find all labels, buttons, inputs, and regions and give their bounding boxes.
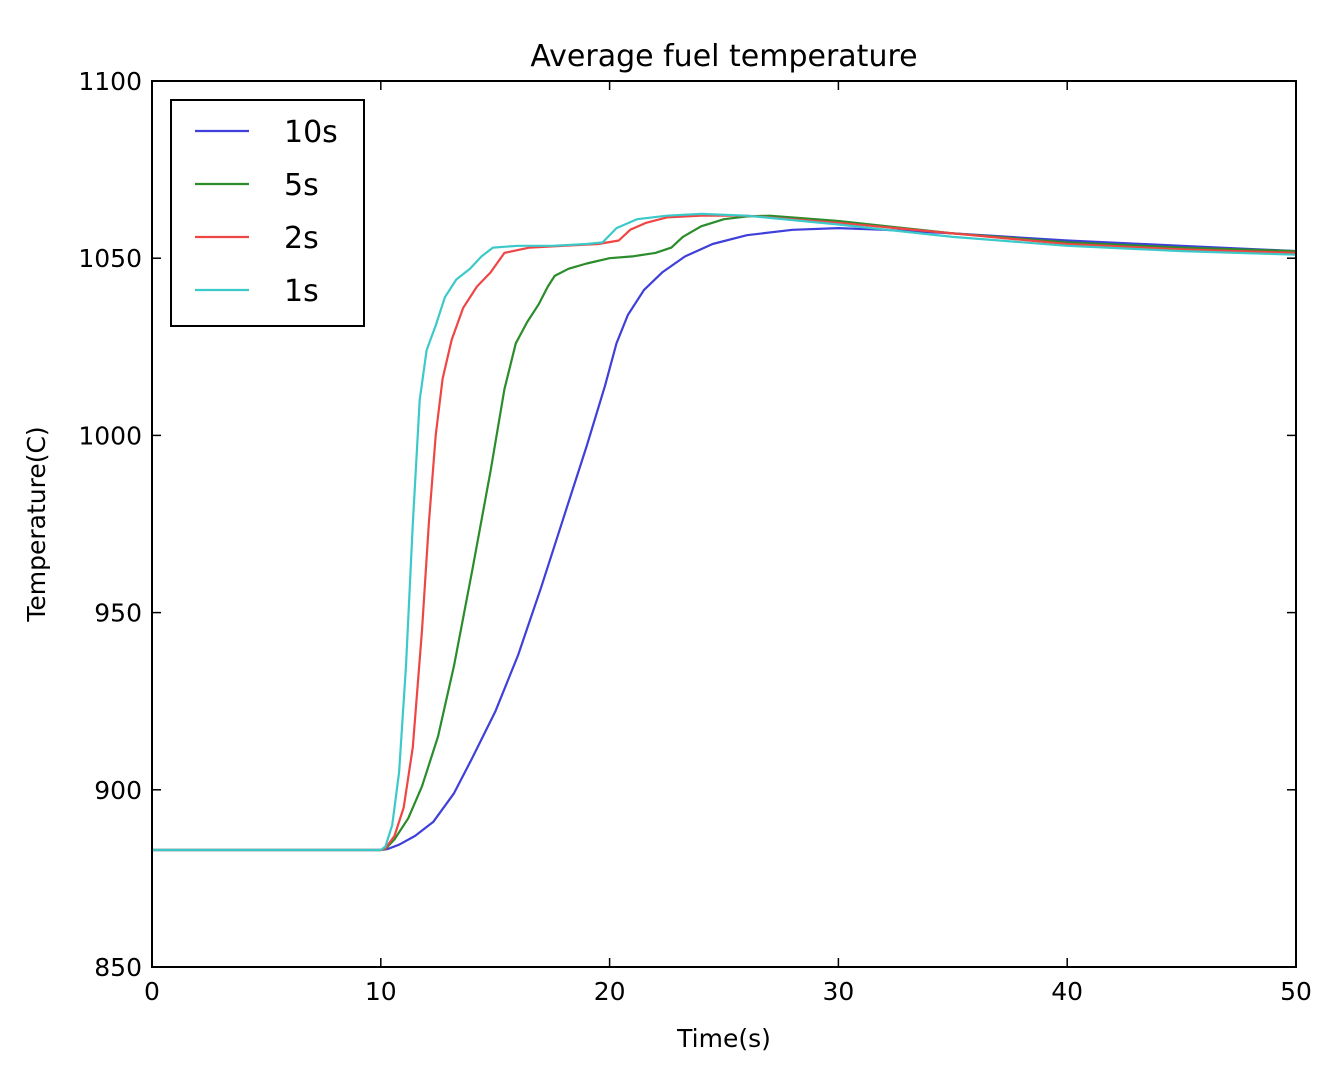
- plot-frame: [151, 80, 1297, 968]
- x-tick-label: 50: [1280, 977, 1312, 1006]
- y-axis-ticks: 850 900 950 1000 1050 1100: [78, 67, 1296, 982]
- x-tick-label: 10: [365, 977, 397, 1006]
- legend-label-5s: 5s: [284, 168, 319, 203]
- legend-label-2s: 2s: [284, 221, 319, 256]
- legend-label-1s: 1s: [284, 274, 319, 309]
- y-tick-label: 950: [94, 599, 142, 628]
- y-tick-label: 1050: [78, 244, 142, 273]
- x-tick-label: 30: [822, 977, 854, 1006]
- x-tick-label: 0: [144, 977, 160, 1006]
- series-line-10s: [152, 227, 1297, 852]
- series-line-1s: [152, 212, 1297, 852]
- y-tick-label: 1000: [78, 421, 142, 450]
- y-tick-label: 850: [94, 953, 142, 982]
- x-axis-label: Time(s): [676, 1024, 771, 1053]
- x-tick-label: 20: [594, 977, 626, 1006]
- legend-label-10s: 10s: [284, 115, 338, 150]
- y-tick-label: 1100: [78, 67, 142, 96]
- legend-box: [170, 99, 365, 327]
- x-axis-ticks: 0 10 20 30 40 50: [144, 81, 1312, 1006]
- chart-title: Average fuel temperature: [530, 39, 917, 74]
- series-lines: [152, 212, 1297, 852]
- y-axis-label: Temperature(C): [22, 426, 51, 622]
- series-line-5s: [152, 214, 1297, 852]
- x-tick-label: 40: [1051, 977, 1083, 1006]
- legend: 10s 5s 2s 1s: [170, 99, 365, 327]
- y-tick-label: 900: [94, 776, 142, 805]
